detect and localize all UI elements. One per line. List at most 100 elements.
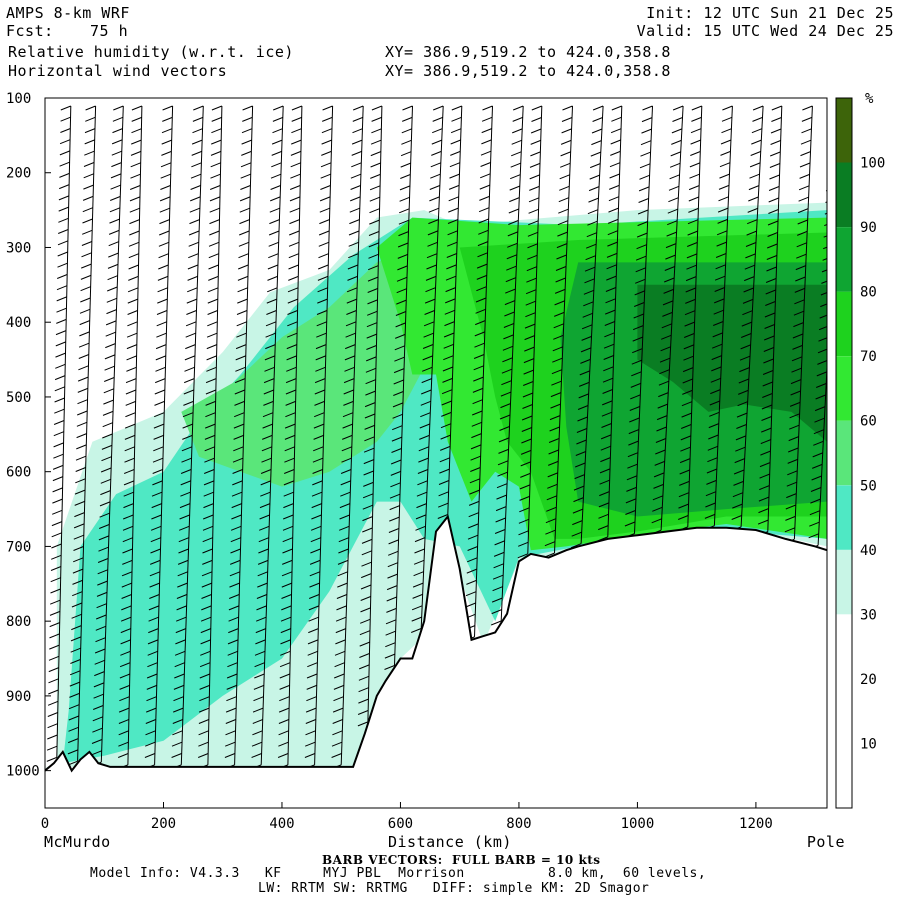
wind-barb-tick xyxy=(480,150,492,156)
colorbar-bin xyxy=(836,356,852,421)
wind-barb-tick xyxy=(199,684,210,690)
wind-barb-tick xyxy=(52,487,63,493)
wind-barb-tick xyxy=(583,289,595,295)
wind-barb-tick xyxy=(369,219,380,225)
wind-barb-tick xyxy=(637,209,649,215)
wind-barb-staff xyxy=(660,105,684,531)
wind-barb-tick xyxy=(800,139,812,145)
wind-barb-tick xyxy=(530,128,542,134)
wind-barb-tick xyxy=(336,605,347,611)
wind-barb-tick xyxy=(758,496,770,502)
wind-barb-tick xyxy=(49,622,60,628)
wind-barb-tick xyxy=(588,186,600,192)
wind-barb-tick xyxy=(285,389,297,395)
wind-barb-tick xyxy=(93,693,104,699)
y-tick-label-600: 600 xyxy=(6,465,31,481)
wind-barb-tick xyxy=(478,207,490,213)
wind-barb-tick xyxy=(709,400,720,406)
wind-barb-tick xyxy=(519,507,530,513)
wind-barb-tick xyxy=(759,473,770,479)
wind-barb-tick xyxy=(712,332,723,338)
colorbar-bin xyxy=(836,485,852,550)
wind-barb-tick xyxy=(397,242,409,248)
wind-barb-tick xyxy=(228,628,239,634)
wind-barb-tick xyxy=(226,696,237,702)
wind-barb-tick xyxy=(234,412,245,418)
wind-barb-tick xyxy=(684,333,695,338)
wind-barb-tick xyxy=(549,426,560,432)
wind-barb-tick xyxy=(105,331,116,337)
wind-barb-tick xyxy=(606,275,617,281)
wind-barb-tick xyxy=(77,399,88,405)
wind-barb-tick xyxy=(671,139,682,145)
wind-barb-tick xyxy=(659,357,671,363)
wind-barb-tick xyxy=(279,696,290,702)
wind-barb-tick xyxy=(629,417,640,423)
wind-barb-tick xyxy=(58,206,69,212)
wind-barb-tick xyxy=(205,423,216,429)
wind-barb-tick xyxy=(199,662,211,668)
wind-barb-tick xyxy=(506,254,517,260)
wind-barb-tick xyxy=(557,220,569,226)
wind-barb-tick xyxy=(638,198,649,203)
wind-barb-tick xyxy=(260,469,272,474)
wind-barb-tick xyxy=(385,619,397,625)
wind-barb-tick xyxy=(609,184,620,190)
wind-barb-tick xyxy=(158,253,169,259)
wind-barb-tick xyxy=(416,503,427,509)
wind-barb-tick xyxy=(230,559,241,565)
wind-barb-tick xyxy=(153,446,164,452)
wind-barb-tick xyxy=(529,174,540,180)
wind-barb-tick xyxy=(109,207,121,213)
wind-barb-tick xyxy=(497,471,508,477)
wind-barb-tick xyxy=(640,151,651,157)
wind-barb-tick xyxy=(366,356,377,362)
wind-barb-tick xyxy=(551,380,562,386)
wind-barb-tick xyxy=(210,173,221,179)
wind-barb-tick xyxy=(256,605,267,611)
wind-barb-tick xyxy=(361,573,372,579)
wind-barb-tick xyxy=(97,558,109,563)
wind-barb-tick xyxy=(560,162,571,168)
wind-barb-tick xyxy=(190,196,201,202)
wind-barb-tick xyxy=(400,151,412,157)
wind-barb-tick xyxy=(631,371,642,377)
wind-barb-tick xyxy=(575,451,586,456)
wind-barb-tick xyxy=(150,537,161,543)
wind-barb-tick xyxy=(308,605,320,611)
wind-barb-tick xyxy=(602,389,613,394)
y-tick-label-300: 300 xyxy=(6,240,31,256)
wind-barb-tick xyxy=(471,433,482,439)
wind-barb-tick xyxy=(450,139,461,145)
wind-barb-tick xyxy=(240,173,251,179)
colorbar-label-20: 20 xyxy=(860,672,877,688)
wind-barb-tick xyxy=(741,333,752,338)
wind-barb-tick xyxy=(625,510,636,515)
wind-barb-tick xyxy=(58,195,70,201)
wind-barb-tick xyxy=(417,480,428,486)
wind-barb-tick xyxy=(661,323,672,329)
wind-barb-tick xyxy=(497,460,509,466)
wind-barb-tick xyxy=(282,525,294,531)
wind-barb-tick xyxy=(159,219,170,225)
wind-barb-tick xyxy=(49,633,60,639)
wind-barb-tick xyxy=(103,399,114,405)
wind-barb-tick xyxy=(393,368,405,374)
wind-barb-tick xyxy=(752,105,764,111)
wind-barb-tick xyxy=(261,446,273,452)
wind-barb-tick xyxy=(715,253,727,258)
wind-barb-tick xyxy=(162,105,173,111)
wind-barb-tick xyxy=(530,139,541,145)
wind-barb-tick xyxy=(200,639,211,645)
wind-barb-tick xyxy=(548,438,560,443)
wind-barb-tick xyxy=(399,185,411,191)
wind-barb-tick xyxy=(234,378,246,384)
wind-barb-tick xyxy=(154,389,165,395)
wind-barb-tick xyxy=(528,197,540,203)
wind-barb-tick xyxy=(604,321,615,326)
wind-barb-tick xyxy=(119,662,131,668)
wind-barb-tick xyxy=(502,357,513,363)
wind-barb-tick xyxy=(369,196,380,202)
wind-barb-staff xyxy=(687,105,703,527)
wind-barb-tick xyxy=(503,323,515,328)
